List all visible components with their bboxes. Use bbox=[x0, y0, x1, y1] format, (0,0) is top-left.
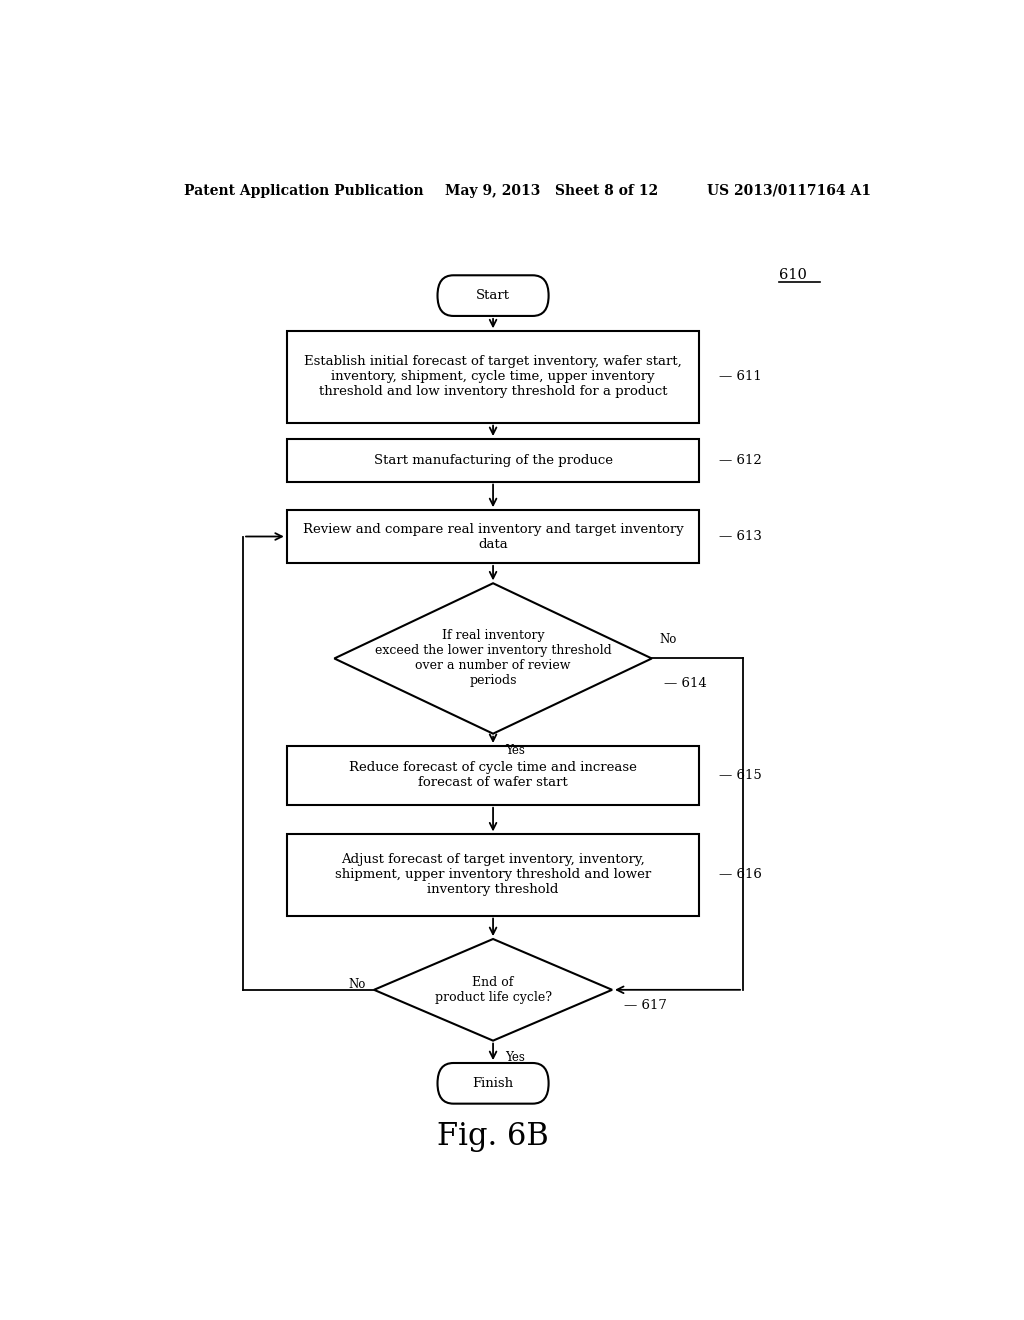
Text: Start manufacturing of the produce: Start manufacturing of the produce bbox=[374, 454, 612, 467]
Text: — 611: — 611 bbox=[719, 371, 762, 383]
Text: — 616: — 616 bbox=[719, 869, 762, 882]
Bar bbox=[287, 440, 699, 482]
Text: Finish: Finish bbox=[472, 1077, 514, 1090]
Bar bbox=[287, 834, 699, 916]
Text: If real inventory
exceed the lower inventory threshold
over a number of review
p: If real inventory exceed the lower inven… bbox=[375, 630, 611, 688]
Bar bbox=[287, 331, 699, 422]
Text: Reduce forecast of cycle time and increase
forecast of wafer start: Reduce forecast of cycle time and increa… bbox=[349, 762, 637, 789]
Text: Adjust forecast of target inventory, inventory,
shipment, upper inventory thresh: Adjust forecast of target inventory, inv… bbox=[335, 854, 651, 896]
Text: — 613: — 613 bbox=[719, 531, 762, 543]
Text: Review and compare real inventory and target inventory
data: Review and compare real inventory and ta… bbox=[303, 523, 683, 550]
FancyBboxPatch shape bbox=[437, 276, 549, 315]
Text: No: No bbox=[349, 978, 367, 991]
Text: End of
product life cycle?: End of product life cycle? bbox=[434, 975, 552, 1003]
Polygon shape bbox=[334, 583, 652, 734]
Text: US 2013/0117164 A1: US 2013/0117164 A1 bbox=[708, 183, 871, 198]
Text: — 612: — 612 bbox=[719, 454, 762, 467]
FancyBboxPatch shape bbox=[437, 1063, 549, 1104]
Text: 610: 610 bbox=[778, 268, 807, 282]
Text: Yes: Yes bbox=[505, 1051, 525, 1064]
Text: — 617: — 617 bbox=[624, 998, 667, 1011]
Text: Establish initial forecast of target inventory, wafer start,
inventory, shipment: Establish initial forecast of target inv… bbox=[304, 355, 682, 399]
Text: Yes: Yes bbox=[505, 744, 525, 756]
Text: Fig. 6B: Fig. 6B bbox=[437, 1121, 549, 1151]
Text: — 614: — 614 bbox=[664, 677, 707, 690]
Text: May 9, 2013   Sheet 8 of 12: May 9, 2013 Sheet 8 of 12 bbox=[445, 183, 658, 198]
Text: — 615: — 615 bbox=[719, 768, 762, 781]
Text: Patent Application Publication: Patent Application Publication bbox=[183, 183, 423, 198]
Text: Start: Start bbox=[476, 289, 510, 302]
Bar bbox=[287, 510, 699, 562]
Polygon shape bbox=[374, 939, 612, 1040]
Bar bbox=[287, 746, 699, 805]
Text: No: No bbox=[659, 634, 677, 647]
